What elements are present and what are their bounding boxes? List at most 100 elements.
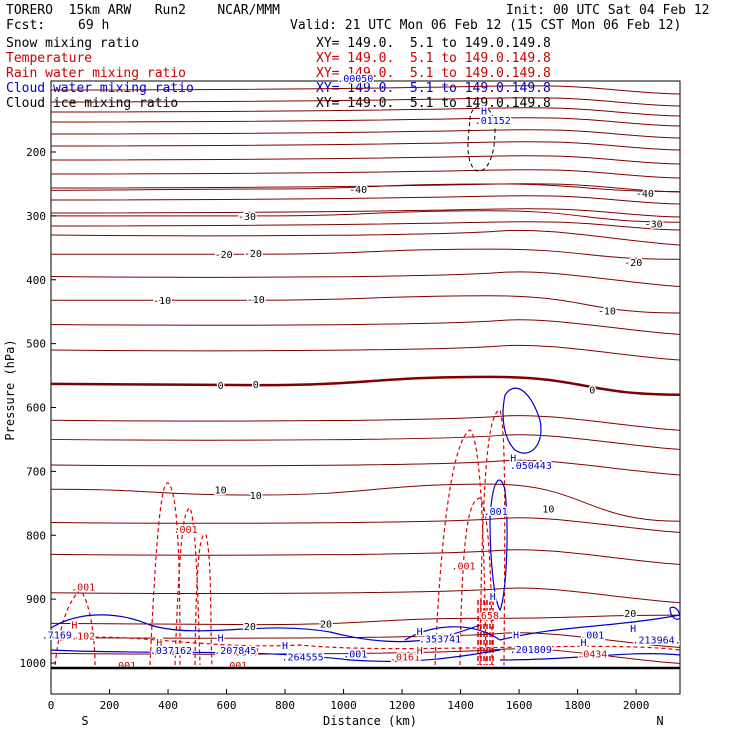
cloud-contour-label: .001 <box>580 630 604 641</box>
rain-contour <box>434 429 487 666</box>
x-tick-label: 1600 <box>506 699 533 712</box>
temperature-contour-label: 10 <box>250 491 262 502</box>
temperature-contour-label: -30 <box>645 220 663 231</box>
rain-contour-label: .0434 <box>577 649 607 660</box>
cloud-contour-label: .037162 <box>150 646 192 657</box>
cloud-contour-label: H <box>417 627 423 638</box>
cloud-contour-label: H <box>513 630 519 641</box>
cloud-water-contour <box>502 387 542 454</box>
y-tick-label: 500 <box>26 338 46 351</box>
cloud-contour-label: .050443 <box>510 461 552 472</box>
temperature-contour-line <box>51 210 681 223</box>
model-title: TORERO 15km ARW Run2 NCAR/MMM <box>6 3 280 18</box>
temperature-contour-label: -40 <box>636 189 654 200</box>
upper-contour <box>50 208 681 218</box>
upper-contour <box>50 195 681 205</box>
cloud-contour-label: .001 <box>343 649 367 660</box>
temperature-contour-label: 20 <box>244 622 256 633</box>
rain-contour-label: H <box>417 646 423 657</box>
cloud-contour-label: H <box>218 633 224 644</box>
legend-rain-xy: XY= 149.0. 5.1 to 149.0.149.8 <box>316 66 551 81</box>
cloud-contour-label: .001 <box>484 507 508 518</box>
cloud-contour-label: H <box>282 641 288 652</box>
y-tick-label: 300 <box>26 210 46 223</box>
rain-contour-label: H <box>71 621 77 632</box>
temperature-contour-line <box>50 483 681 522</box>
upper-contour <box>50 85 681 95</box>
rain-contour <box>459 497 493 666</box>
rain-contour <box>479 409 506 666</box>
temperature-contour-label: -40 <box>349 185 367 196</box>
temperature-contour-label: 20 <box>624 609 636 620</box>
rain-contour-label: .001 <box>71 582 95 593</box>
x-axis-title: Distance (km) <box>323 714 417 728</box>
temperature-contour-line <box>50 587 681 604</box>
temperature-contour-label: 0 <box>589 386 595 397</box>
temperature-contour-label: 10 <box>542 504 554 515</box>
rain-contour-label: .0161 <box>390 653 420 664</box>
legend-cloud-water: Cloud water mixing ratio <box>6 81 194 96</box>
x-tick-label: 600 <box>217 699 237 712</box>
y-tick-label: 600 <box>26 402 46 415</box>
x-tick-label: 1000 <box>330 699 357 712</box>
cloud-contour-label: .213964. <box>633 635 681 646</box>
fcst-label: Fcst: <box>6 18 46 33</box>
rain-contour-label: H <box>156 638 162 649</box>
x-tick-label: 400 <box>158 699 178 712</box>
temperature-contour-label: -20 <box>244 249 262 260</box>
rain-contour-label: .0347 <box>229 648 259 659</box>
legend-snow-xy: XY= 149.0. 5.1 to 149.0.149.8 <box>316 36 551 51</box>
x-tick-label: 200 <box>100 699 120 712</box>
legend-snow: Snow mixing ratio <box>6 36 140 51</box>
y-tick-label: 700 <box>26 465 46 478</box>
cloud-water-contour <box>489 479 508 612</box>
init-time: Init: 00 UTC Sat 04 Feb 12 <box>506 3 710 18</box>
cloud-contour-label: .00050 <box>337 74 373 85</box>
temperature-contour-label: 20 <box>320 619 332 630</box>
temperature-contour-line <box>50 614 681 626</box>
x-tick-label: 800 <box>275 699 295 712</box>
y-tick-label: 800 <box>26 529 46 542</box>
rain-contour <box>194 533 213 666</box>
cloud-water-contour <box>499 653 681 661</box>
temperature-contour-label: -20 <box>215 250 233 261</box>
temperature-contour-line <box>50 517 681 533</box>
temperature-contour-line <box>50 549 681 565</box>
rain-contour-label: .001 <box>223 661 247 672</box>
upper-contour <box>50 117 681 127</box>
cloud-contour-label: H <box>630 624 636 635</box>
temperature-contour-label: -10 <box>598 306 616 317</box>
rain-contour <box>174 507 201 666</box>
temperature-contour-line <box>50 319 681 335</box>
y-tick-label: 200 <box>26 146 46 159</box>
y-tick-label: 400 <box>26 274 46 287</box>
x-end-left: S <box>81 714 88 728</box>
temperature-contour-line <box>50 375 681 396</box>
cloud-water-contour <box>404 626 501 641</box>
temperature-contour-label: -10 <box>247 295 265 306</box>
legend-rain: Rain water mixing ratio <box>6 66 187 81</box>
legend-temperature: Temperature <box>6 51 93 66</box>
legend-temperature-xy: XY= 149.0. 5.1 to 149.0.149.8 <box>316 51 551 66</box>
rain-contour <box>59 636 681 651</box>
temperature-contour-label: -20 <box>624 258 642 269</box>
y-tick-label: 900 <box>26 593 46 606</box>
x-tick-label: 1800 <box>564 699 591 712</box>
x-end-right: N <box>656 714 663 728</box>
upper-contour <box>50 183 681 193</box>
cloud-contour-label: H <box>490 592 496 603</box>
x-tick-label: 0 <box>48 699 55 712</box>
temperature-contour-line <box>50 344 681 361</box>
temperature-contour-line <box>51 248 681 260</box>
temperature-contour-line <box>50 415 681 431</box>
rain-contour-label: .001 <box>451 561 475 572</box>
temperature-contours <box>50 183 681 664</box>
cloud-contour-label: H <box>510 453 516 464</box>
temperature-contour-line <box>50 459 681 476</box>
upper-contour <box>50 221 681 231</box>
temperature-contour-label: -30 <box>238 212 256 223</box>
contour-labels: -40 -40 -30 -30 -20 -20 -20 -10 -10 -10 0 0 0 10 10 10 2… <box>40 72 682 673</box>
rain-contour-label: .001 <box>174 525 198 536</box>
rain-contour <box>54 589 96 666</box>
